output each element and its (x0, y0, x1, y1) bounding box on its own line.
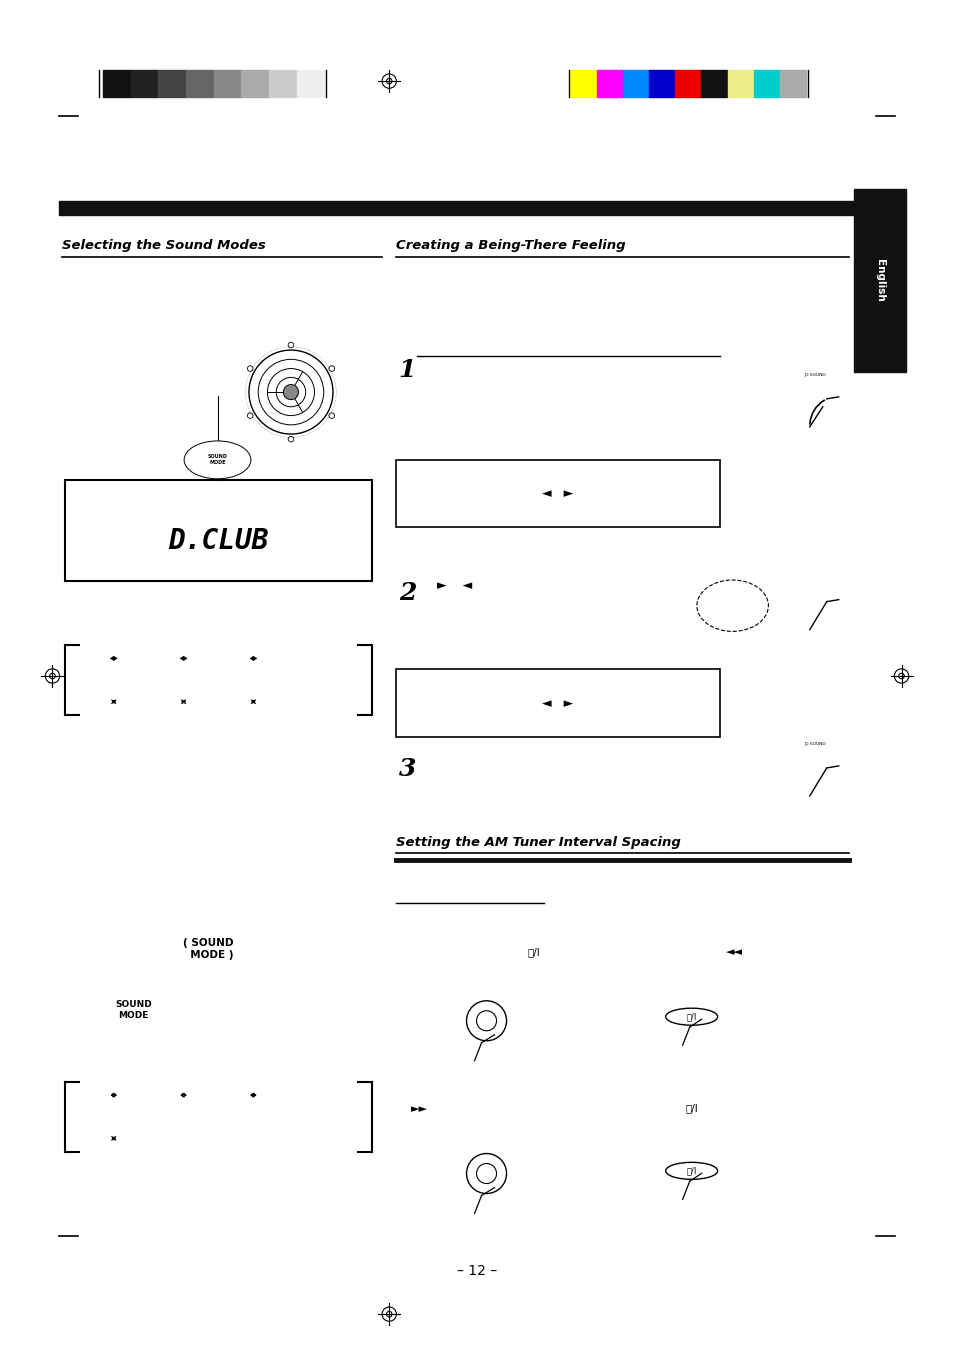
Text: D.CLUB: D.CLUB (168, 527, 269, 554)
Text: ⏻/I: ⏻/I (527, 946, 540, 957)
Text: JD SOUND: JD SOUND (803, 742, 824, 746)
Bar (395, 460, 720, 527)
Text: Creating a Being-There Feeling: Creating a Being-There Feeling (395, 239, 625, 253)
Text: ⏻/I: ⏻/I (686, 1167, 696, 1175)
Text: ⏻/I: ⏻/I (684, 1103, 698, 1114)
Bar (103, 70, 131, 97)
Bar (648, 70, 675, 97)
Text: ►►: ►► (411, 1103, 428, 1114)
Bar (296, 70, 324, 97)
Bar (753, 70, 780, 97)
Bar (269, 70, 296, 97)
Bar (570, 70, 596, 97)
Text: English: English (874, 260, 884, 301)
Bar (622, 70, 648, 97)
Text: ◄◄: ◄◄ (725, 946, 742, 957)
Text: – 12 –: – 12 – (456, 1264, 497, 1278)
Text: ⏻/I: ⏻/I (686, 1013, 696, 1021)
Text: ◄   ►: ◄ ► (542, 487, 573, 500)
Text: ( SOUND
  MODE ): ( SOUND MODE ) (183, 938, 233, 960)
Bar (727, 70, 753, 97)
Bar (853, 189, 905, 372)
Bar (131, 70, 158, 97)
Text: 2: 2 (398, 581, 416, 606)
Text: Setting the AM Tuner Interval Spacing: Setting the AM Tuner Interval Spacing (395, 836, 680, 849)
Text: SOUND
MODE: SOUND MODE (208, 454, 227, 465)
Bar (675, 70, 700, 97)
Text: SOUND
MODE: SOUND MODE (115, 1000, 152, 1019)
Bar (241, 70, 269, 97)
Text: JD SOUND: JD SOUND (803, 373, 824, 377)
Bar (700, 70, 727, 97)
Bar (65, 480, 372, 581)
Bar (59, 201, 853, 215)
Bar (596, 70, 622, 97)
Text: ►    ◄: ► ◄ (436, 580, 472, 592)
Bar (213, 70, 241, 97)
Text: Selecting the Sound Modes: Selecting the Sound Modes (62, 239, 266, 253)
Circle shape (283, 384, 298, 400)
Ellipse shape (184, 441, 251, 479)
Bar (186, 70, 213, 97)
Text: ◄   ►: ◄ ► (542, 696, 573, 710)
Bar (158, 70, 186, 97)
Text: 3: 3 (398, 757, 416, 781)
Bar (780, 70, 805, 97)
Text: 1: 1 (398, 358, 416, 383)
Bar (395, 669, 720, 737)
